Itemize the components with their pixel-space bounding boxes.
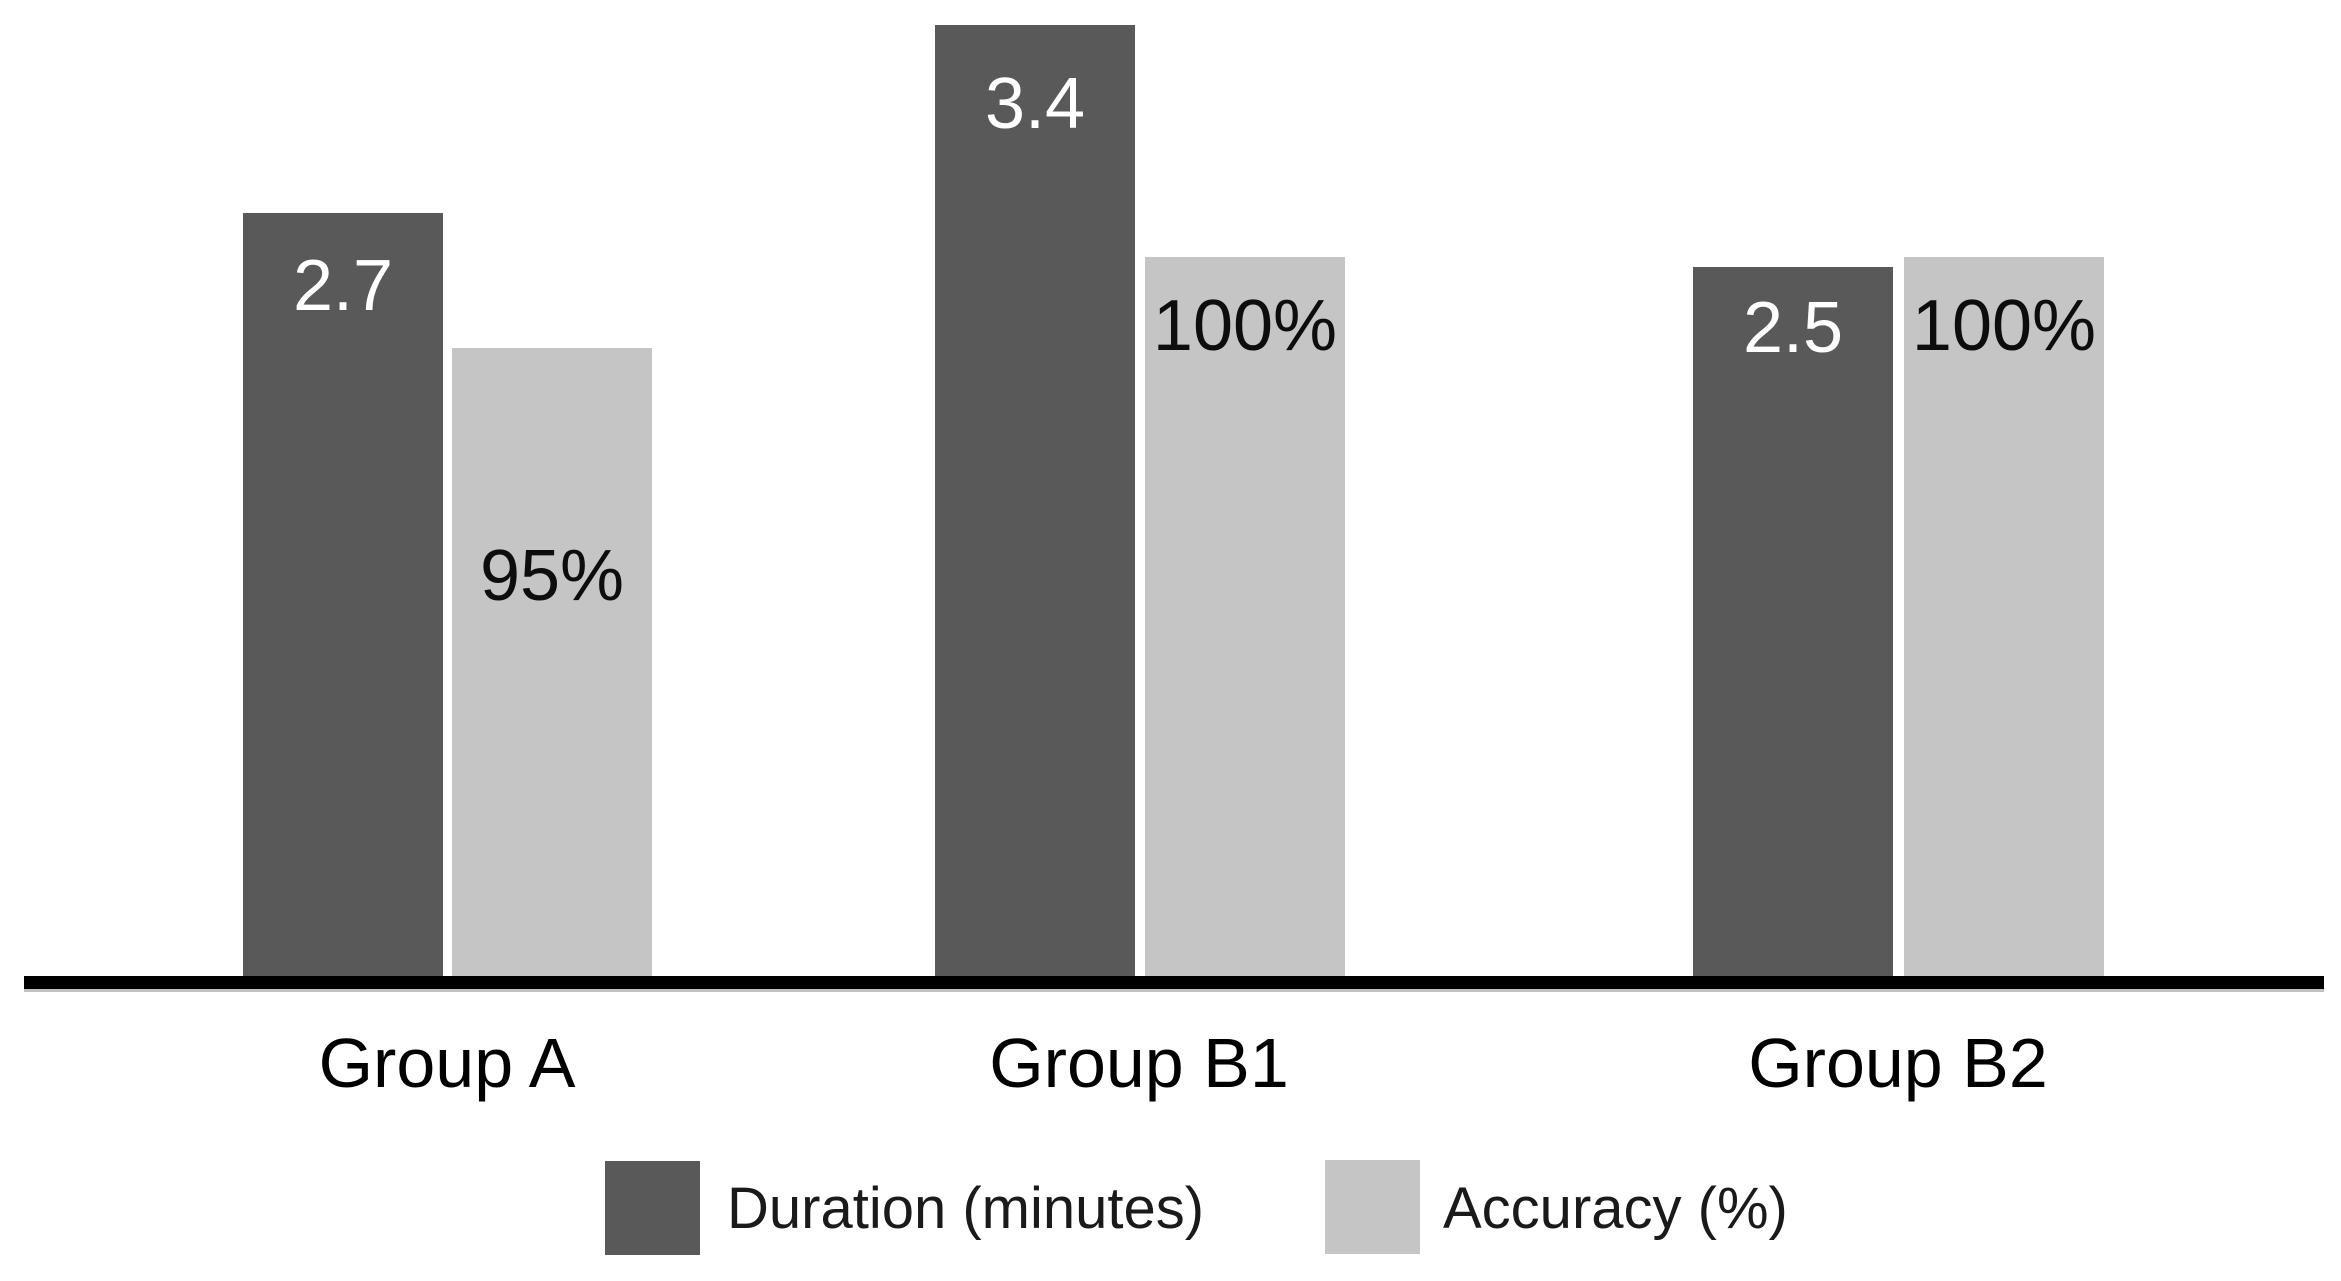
bar-accuracy-group-b2 xyxy=(1904,257,2104,976)
bar-value-label-accuracy-group-b1: 100% xyxy=(1152,286,1338,366)
category-label-group-a: Group A xyxy=(318,1024,576,1102)
bar-value-label-accuracy-group-b2: 100% xyxy=(1911,286,2097,366)
legend-swatch-accuracy xyxy=(1325,1160,1420,1254)
bar-duration-minutes-group-a xyxy=(243,213,443,976)
legend-swatch-duration xyxy=(605,1161,700,1255)
category-label-group-b2: Group B2 xyxy=(1748,1024,2048,1102)
legend-label-duration: Duration (minutes) xyxy=(727,1176,1205,1241)
category-label-group-b1: Group B1 xyxy=(989,1024,1289,1102)
x-axis-line xyxy=(24,976,2324,989)
bar-value-label-accuracy-group-a: 95% xyxy=(479,536,625,616)
bar-value-label-duration-minutes-group-a: 2.7 xyxy=(292,246,394,326)
bar-accuracy-group-a xyxy=(452,348,652,976)
bar-value-label-duration-minutes-group-b2: 2.5 xyxy=(1742,288,1844,368)
bar-duration-minutes-group-b1 xyxy=(935,25,1135,976)
bar-duration-minutes-group-b2 xyxy=(1693,267,1893,976)
bar-accuracy-group-b1 xyxy=(1145,257,1345,976)
legend-label-accuracy: Accuracy (%) xyxy=(1443,1176,1788,1241)
bar-value-label-duration-minutes-group-b1: 3.4 xyxy=(984,64,1086,144)
